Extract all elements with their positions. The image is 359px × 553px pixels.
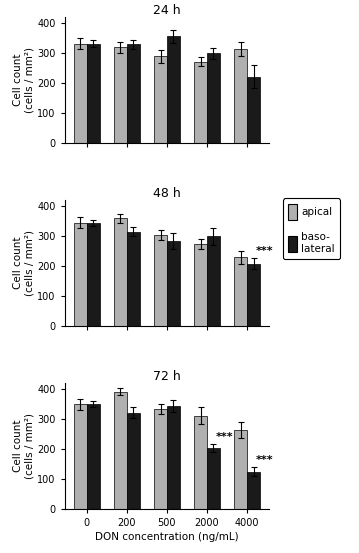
Bar: [234, 430, 247, 509]
Bar: [167, 36, 180, 143]
Bar: [207, 448, 220, 509]
Bar: [127, 413, 140, 509]
Text: ***: ***: [215, 432, 233, 442]
Bar: [114, 47, 127, 143]
Text: ***: ***: [256, 455, 273, 465]
Y-axis label: Cell count
(cells / mm²): Cell count (cells / mm²): [13, 46, 34, 113]
Bar: [114, 218, 127, 326]
Bar: [154, 56, 167, 143]
Y-axis label: Cell count
(cells / mm²): Cell count (cells / mm²): [13, 413, 34, 479]
Title: 48 h: 48 h: [153, 186, 181, 200]
Bar: [194, 416, 207, 509]
Y-axis label: Cell count
(cells / mm²): Cell count (cells / mm²): [13, 229, 34, 296]
Text: ***: ***: [256, 246, 273, 256]
Bar: [207, 53, 220, 143]
Bar: [127, 232, 140, 326]
Bar: [87, 223, 99, 326]
Bar: [207, 236, 220, 326]
Bar: [247, 472, 260, 509]
Bar: [167, 241, 180, 326]
Bar: [87, 44, 99, 143]
Title: 72 h: 72 h: [153, 369, 181, 383]
Bar: [74, 404, 87, 509]
Bar: [234, 49, 247, 143]
X-axis label: DON concentration (ng/mL): DON concentration (ng/mL): [95, 532, 239, 542]
Bar: [194, 62, 207, 143]
Bar: [154, 235, 167, 326]
Bar: [167, 406, 180, 509]
Bar: [87, 404, 99, 509]
Bar: [247, 264, 260, 326]
Bar: [247, 77, 260, 143]
Bar: [154, 409, 167, 509]
Bar: [114, 392, 127, 509]
Title: 24 h: 24 h: [153, 3, 181, 17]
Bar: [74, 223, 87, 326]
Bar: [234, 257, 247, 326]
Legend: apical, baso-
lateral: apical, baso- lateral: [283, 199, 340, 259]
Bar: [74, 44, 87, 143]
Bar: [194, 244, 207, 326]
Bar: [127, 44, 140, 143]
